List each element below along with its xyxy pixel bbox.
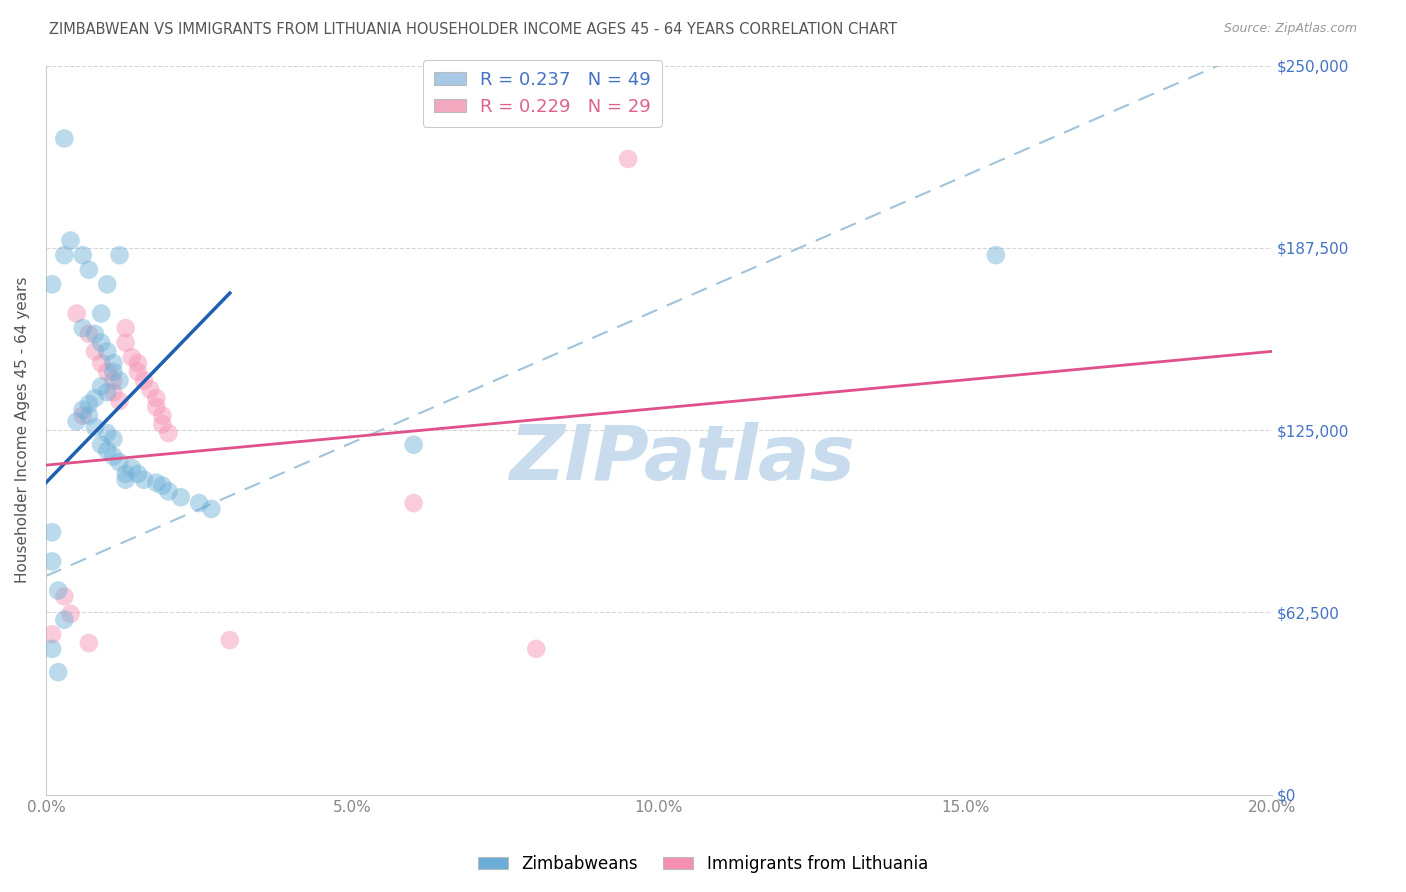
Point bbox=[103, 432, 125, 446]
Point bbox=[114, 335, 136, 350]
Point bbox=[53, 613, 76, 627]
Point bbox=[53, 590, 76, 604]
Point bbox=[108, 394, 131, 409]
Point bbox=[114, 467, 136, 481]
Point bbox=[152, 417, 174, 432]
Point bbox=[108, 455, 131, 469]
Point bbox=[157, 484, 180, 499]
Point bbox=[108, 248, 131, 262]
Point bbox=[218, 633, 240, 648]
Point bbox=[121, 350, 143, 364]
Point bbox=[46, 665, 69, 680]
Point bbox=[127, 467, 149, 481]
Point bbox=[59, 607, 82, 621]
Legend: Zimbabweans, Immigrants from Lithuania: Zimbabweans, Immigrants from Lithuania bbox=[471, 848, 935, 880]
Point bbox=[72, 409, 94, 423]
Point bbox=[984, 248, 1007, 262]
Point bbox=[524, 641, 547, 656]
Point bbox=[103, 374, 125, 388]
Point bbox=[65, 414, 87, 428]
Point bbox=[617, 152, 640, 166]
Point bbox=[96, 385, 118, 400]
Point bbox=[103, 450, 125, 464]
Point bbox=[84, 344, 107, 359]
Text: Source: ZipAtlas.com: Source: ZipAtlas.com bbox=[1223, 22, 1357, 36]
Point bbox=[96, 277, 118, 292]
Point bbox=[84, 391, 107, 405]
Point bbox=[41, 277, 63, 292]
Point bbox=[132, 374, 155, 388]
Point bbox=[90, 356, 112, 370]
Point bbox=[72, 402, 94, 417]
Point bbox=[84, 420, 107, 434]
Point bbox=[188, 496, 211, 510]
Point bbox=[96, 443, 118, 458]
Point bbox=[108, 374, 131, 388]
Point bbox=[53, 248, 76, 262]
Point bbox=[127, 356, 149, 370]
Point bbox=[77, 409, 100, 423]
Point bbox=[145, 475, 167, 490]
Point bbox=[59, 234, 82, 248]
Point bbox=[41, 627, 63, 641]
Point bbox=[103, 365, 125, 379]
Point bbox=[200, 502, 222, 516]
Point bbox=[114, 321, 136, 335]
Point bbox=[72, 248, 94, 262]
Point bbox=[77, 262, 100, 277]
Point bbox=[90, 379, 112, 393]
Point bbox=[121, 461, 143, 475]
Point bbox=[90, 306, 112, 320]
Point bbox=[132, 473, 155, 487]
Point bbox=[103, 356, 125, 370]
Point bbox=[114, 473, 136, 487]
Point bbox=[90, 335, 112, 350]
Point bbox=[103, 385, 125, 400]
Point bbox=[41, 525, 63, 540]
Point bbox=[77, 636, 100, 650]
Point bbox=[145, 400, 167, 414]
Point bbox=[41, 641, 63, 656]
Point bbox=[77, 326, 100, 341]
Point bbox=[152, 409, 174, 423]
Point bbox=[84, 326, 107, 341]
Point bbox=[170, 490, 193, 504]
Point bbox=[53, 131, 76, 145]
Point bbox=[90, 438, 112, 452]
Y-axis label: Householder Income Ages 45 - 64 years: Householder Income Ages 45 - 64 years bbox=[15, 277, 30, 583]
Point bbox=[96, 425, 118, 440]
Point bbox=[127, 365, 149, 379]
Point bbox=[96, 344, 118, 359]
Point bbox=[139, 382, 162, 396]
Point bbox=[402, 438, 425, 452]
Text: ZIMBABWEAN VS IMMIGRANTS FROM LITHUANIA HOUSEHOLDER INCOME AGES 45 - 64 YEARS CO: ZIMBABWEAN VS IMMIGRANTS FROM LITHUANIA … bbox=[49, 22, 897, 37]
Point bbox=[96, 365, 118, 379]
Point bbox=[77, 397, 100, 411]
Point bbox=[152, 478, 174, 492]
Point bbox=[402, 496, 425, 510]
Point bbox=[157, 425, 180, 440]
Legend: R = 0.237   N = 49, R = 0.229   N = 29: R = 0.237 N = 49, R = 0.229 N = 29 bbox=[423, 60, 662, 127]
Point bbox=[72, 321, 94, 335]
Point bbox=[41, 554, 63, 568]
Text: ZIPatlas: ZIPatlas bbox=[510, 422, 856, 496]
Point bbox=[46, 583, 69, 598]
Point bbox=[65, 306, 87, 320]
Point bbox=[145, 391, 167, 405]
